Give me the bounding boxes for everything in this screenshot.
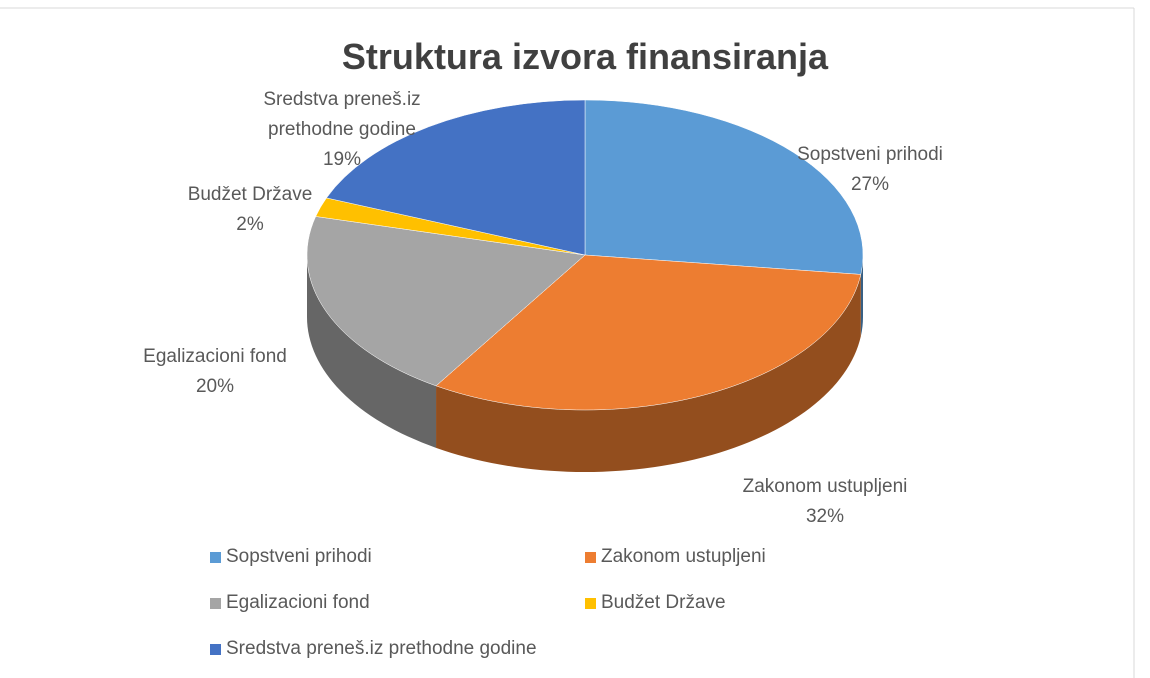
- legend-marker: [585, 551, 596, 563]
- data-label-category: Sopstveni prihodi: [797, 144, 943, 165]
- legend-marker: [210, 551, 221, 563]
- chart-title: Struktura izvora finansiranja: [341, 36, 829, 77]
- slice: [326, 99, 586, 256]
- legend-label: Egalizacioni fond: [226, 592, 370, 613]
- data-label: Sredstva preneš.iz prethodne godine 19%: [247, 85, 437, 175]
- data-label: Zakonom ustupljeni 32%: [743, 472, 908, 532]
- legend-marker: [210, 597, 221, 609]
- legend-item: Budžet Države: [585, 592, 726, 614]
- slice: [306, 216, 586, 387]
- data-label-category: Budžet Države: [187, 184, 313, 205]
- legend-item: Sopstveni prihodi: [210, 546, 372, 568]
- data-label-value: 19%: [322, 149, 362, 170]
- legend-label: Budžet Države: [601, 592, 726, 613]
- data-label-value: 27%: [850, 174, 890, 195]
- slice-side: [307, 255, 437, 448]
- data-label-category: Egalizacioni fond: [143, 346, 287, 367]
- data-label-value: 20%: [195, 376, 235, 397]
- slice: [435, 254, 862, 411]
- slice-side: [436, 274, 861, 472]
- legend-label: Sopstveni prihodi: [226, 546, 372, 567]
- data-label-value: 32%: [805, 506, 845, 527]
- slice-side: [860, 255, 863, 337]
- legend-marker: [210, 643, 221, 655]
- legend-label: Zakonom ustupljeni: [601, 546, 766, 567]
- slice: [584, 99, 864, 275]
- data-label-category: Zakonom ustupljeni: [742, 476, 908, 497]
- legend-label: Sredstva preneš.iz prethodne godine: [226, 638, 537, 659]
- data-label-value: 2%: [236, 214, 264, 235]
- legend-marker: [585, 597, 596, 609]
- data-label: Sopstveni prihodi 27%: [797, 140, 943, 200]
- legend-item: Zakonom ustupljeni: [585, 546, 766, 568]
- data-label-category: Sredstva preneš.iz prethodne godine: [263, 89, 421, 140]
- data-label: Budžet Države 2%: [188, 180, 313, 240]
- data-label: Egalizacioni fond 20%: [143, 342, 287, 402]
- legend-item: Sredstva preneš.iz prethodne godine: [210, 638, 537, 660]
- legend-item: Egalizacioni fond: [210, 592, 370, 614]
